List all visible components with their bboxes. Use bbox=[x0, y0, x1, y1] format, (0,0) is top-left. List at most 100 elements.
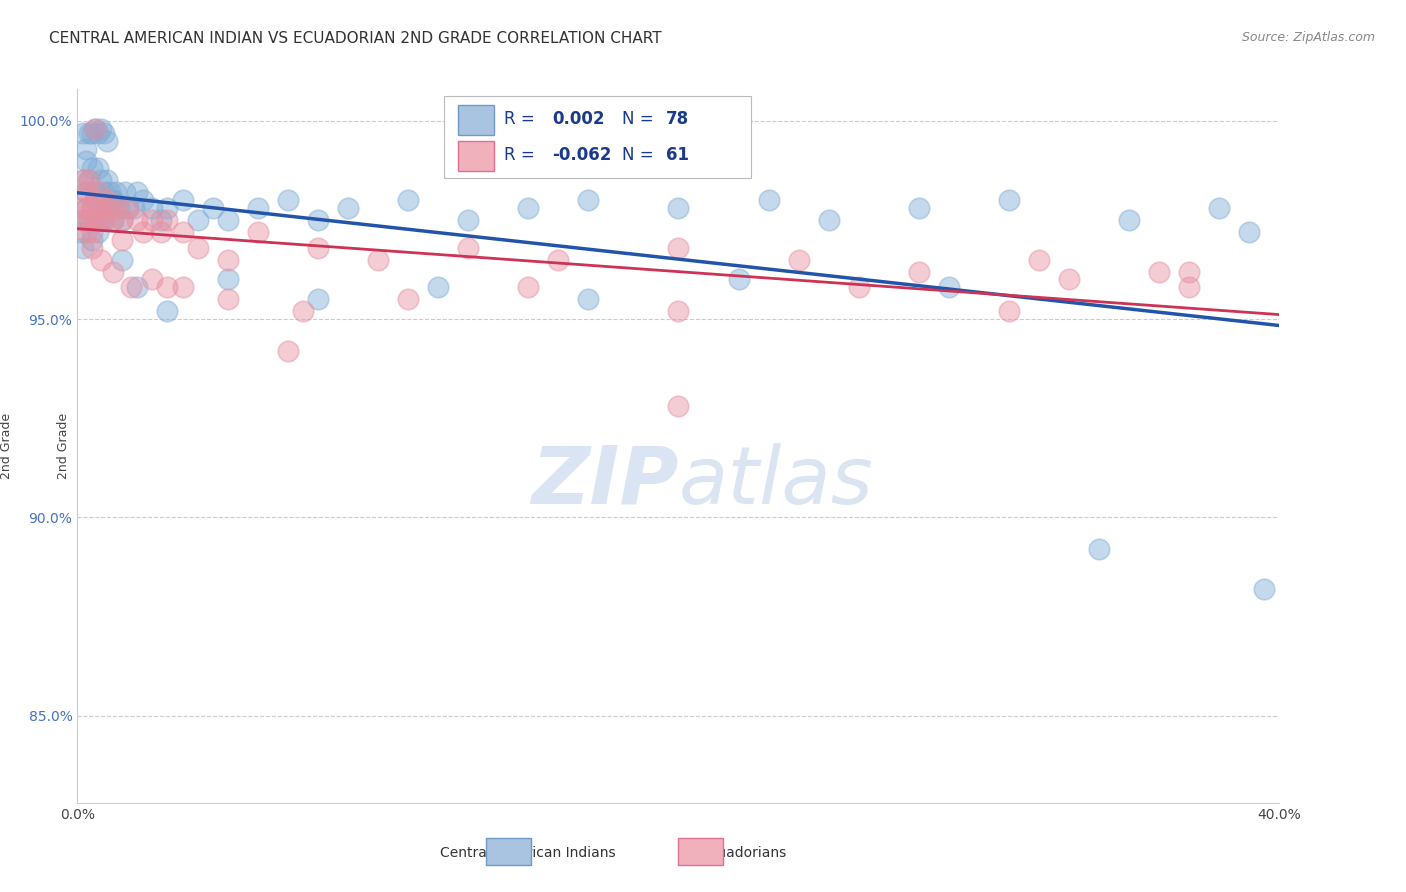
Point bbox=[1118, 213, 1140, 227]
Text: R =: R = bbox=[505, 146, 540, 164]
Point bbox=[367, 252, 389, 267]
Point bbox=[84, 186, 107, 200]
Point bbox=[72, 173, 94, 187]
Point bbox=[668, 241, 690, 255]
Point bbox=[517, 280, 540, 294]
Point bbox=[93, 186, 115, 200]
Point bbox=[93, 213, 115, 227]
Point bbox=[84, 121, 107, 136]
Point bbox=[217, 252, 239, 267]
Point bbox=[668, 304, 690, 318]
Point bbox=[105, 186, 128, 200]
Point bbox=[75, 153, 97, 168]
Text: CENTRAL AMERICAN INDIAN VS ECUADORIAN 2ND GRADE CORRELATION CHART: CENTRAL AMERICAN INDIAN VS ECUADORIAN 2N… bbox=[49, 31, 662, 46]
Point bbox=[307, 241, 329, 255]
Point bbox=[105, 201, 128, 215]
Point bbox=[547, 252, 569, 267]
Point bbox=[277, 193, 299, 207]
Point bbox=[90, 201, 112, 215]
Text: Central American Indians: Central American Indians bbox=[440, 846, 616, 860]
Point bbox=[79, 213, 101, 227]
Point bbox=[75, 201, 97, 215]
Point bbox=[291, 304, 314, 318]
Point bbox=[938, 280, 960, 294]
Point bbox=[1253, 582, 1275, 596]
Point bbox=[457, 213, 479, 227]
Text: N =: N = bbox=[621, 146, 659, 164]
Point bbox=[90, 121, 112, 136]
Point bbox=[87, 193, 110, 207]
Point bbox=[576, 293, 599, 307]
Point bbox=[87, 213, 110, 227]
Point bbox=[103, 193, 125, 207]
Point bbox=[96, 134, 118, 148]
Text: -0.062: -0.062 bbox=[553, 146, 612, 164]
Point bbox=[87, 186, 110, 200]
Point bbox=[156, 201, 179, 215]
Point bbox=[96, 193, 118, 207]
Text: Ecuadorians: Ecuadorians bbox=[702, 846, 787, 860]
Point bbox=[111, 213, 134, 227]
Point bbox=[117, 201, 139, 215]
Point bbox=[307, 213, 329, 227]
Text: 0.002: 0.002 bbox=[553, 111, 605, 128]
Point bbox=[108, 201, 131, 215]
Point bbox=[277, 343, 299, 358]
Point bbox=[124, 201, 146, 215]
Point bbox=[457, 241, 479, 255]
Text: 61: 61 bbox=[666, 146, 689, 164]
Point bbox=[668, 201, 690, 215]
Point bbox=[72, 241, 94, 255]
Point bbox=[998, 193, 1021, 207]
Point bbox=[111, 213, 134, 227]
Point bbox=[127, 213, 149, 227]
Point bbox=[201, 201, 224, 215]
Point bbox=[817, 213, 839, 227]
Text: atlas: atlas bbox=[679, 442, 873, 521]
Point bbox=[117, 201, 139, 215]
Point bbox=[1088, 542, 1111, 557]
Point bbox=[82, 233, 104, 247]
Y-axis label: 2nd Grade: 2nd Grade bbox=[0, 413, 13, 479]
Point bbox=[111, 233, 134, 247]
Point bbox=[172, 225, 194, 239]
Point bbox=[246, 201, 269, 215]
Point bbox=[82, 241, 104, 255]
Point bbox=[127, 186, 149, 200]
Point bbox=[217, 293, 239, 307]
Point bbox=[82, 201, 104, 215]
Point bbox=[103, 213, 125, 227]
Point bbox=[336, 201, 359, 215]
FancyBboxPatch shape bbox=[458, 141, 495, 171]
Point bbox=[427, 280, 450, 294]
Point bbox=[187, 213, 209, 227]
Point bbox=[75, 186, 97, 200]
Point bbox=[72, 213, 94, 227]
Point bbox=[307, 293, 329, 307]
Point bbox=[141, 201, 163, 215]
Point bbox=[75, 225, 97, 239]
Point bbox=[1208, 201, 1230, 215]
Point bbox=[1057, 272, 1080, 286]
Point bbox=[75, 201, 97, 215]
Point bbox=[1149, 264, 1171, 278]
Point bbox=[103, 193, 125, 207]
Point bbox=[150, 213, 173, 227]
Point bbox=[90, 213, 112, 227]
Point bbox=[79, 173, 101, 187]
Point bbox=[84, 213, 107, 227]
Point bbox=[93, 213, 115, 227]
Point bbox=[69, 225, 91, 239]
Point bbox=[72, 213, 94, 227]
Point bbox=[1178, 280, 1201, 294]
Point bbox=[1028, 252, 1050, 267]
Y-axis label: 2nd Grade: 2nd Grade bbox=[58, 413, 70, 479]
Point bbox=[87, 126, 110, 140]
Point bbox=[79, 173, 101, 187]
Point bbox=[87, 161, 110, 176]
Point bbox=[100, 186, 122, 200]
Point bbox=[96, 201, 118, 215]
Point bbox=[908, 264, 931, 278]
Point bbox=[1239, 225, 1261, 239]
Point bbox=[75, 186, 97, 200]
